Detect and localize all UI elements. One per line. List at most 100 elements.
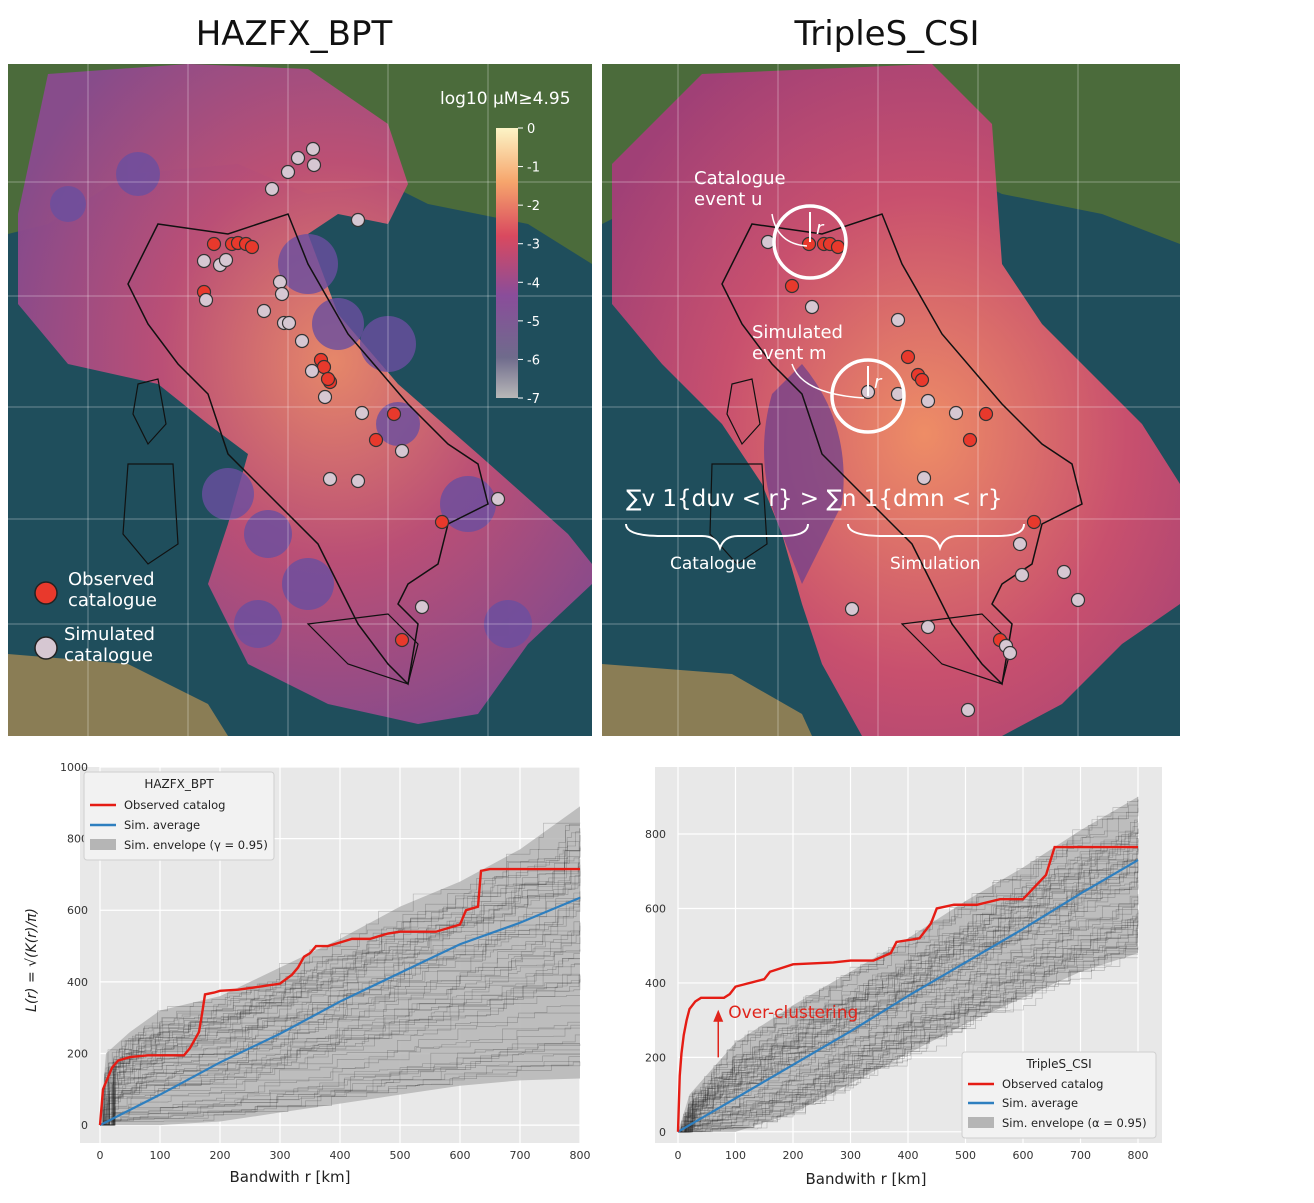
sim-trace bbox=[678, 846, 1139, 1133]
x-tick-label: 400 bbox=[330, 1149, 351, 1162]
legend-simulated-line1: Simulated bbox=[64, 624, 155, 645]
y-tick-label: 0 bbox=[659, 1126, 666, 1139]
catalogue-points-left bbox=[196, 141, 506, 648]
sim-trace bbox=[100, 921, 581, 1126]
sim-trace bbox=[678, 839, 1139, 1133]
observed-event-marker bbox=[784, 278, 800, 294]
simulation-brace bbox=[847, 523, 1025, 552]
sim-trace bbox=[100, 863, 580, 1126]
sim-trace bbox=[100, 897, 581, 1126]
legend: HAZFX_BPT Observed catalog Sim. average … bbox=[83, 771, 275, 861]
sim-trace bbox=[100, 925, 581, 1126]
sardinia-outline bbox=[122, 463, 179, 565]
simulated-event-marker bbox=[306, 157, 322, 173]
annotation-text: Over-clustering bbox=[728, 1003, 858, 1023]
simulated-event-label-line2: event m bbox=[752, 343, 827, 364]
sim-trace bbox=[100, 953, 580, 1126]
catalogue-brace bbox=[625, 523, 809, 552]
observed-event-marker bbox=[368, 432, 384, 448]
observed-catalog-line bbox=[98, 867, 580, 1126]
hazard-map-left: log10 μM≥4.95 0 -1 -2 -3 -4 -5 -6 -7 Observed c… bbox=[8, 64, 592, 736]
x-tick-label: 800 bbox=[570, 1149, 591, 1162]
sim-trace bbox=[678, 838, 1139, 1133]
simulated-event-marker bbox=[294, 333, 310, 349]
sim-trace bbox=[678, 948, 1138, 1133]
simulated-event-marker bbox=[317, 389, 333, 405]
sim-trace bbox=[678, 837, 1138, 1133]
simulated-event-marker bbox=[804, 299, 820, 315]
sim-trace bbox=[678, 796, 1139, 1133]
sim-trace bbox=[100, 975, 580, 1126]
simulated-event-marker bbox=[844, 601, 860, 617]
x-tick-label: 500 bbox=[390, 1149, 411, 1162]
sim-trace bbox=[100, 958, 580, 1126]
sim-trace bbox=[100, 896, 581, 1126]
colorbar-tick-label: -1 bbox=[527, 161, 540, 176]
sim-trace bbox=[100, 1024, 580, 1126]
sim-trace bbox=[678, 946, 1139, 1133]
observed-event-marker bbox=[962, 432, 978, 448]
catalogue-points-right bbox=[760, 234, 1086, 718]
x-tick-label: 100 bbox=[150, 1149, 171, 1162]
observed-event-marker bbox=[386, 406, 402, 422]
graticule bbox=[602, 64, 1180, 736]
y-tick-label: 0 bbox=[81, 1119, 88, 1132]
sim-trace bbox=[678, 877, 1139, 1133]
colorbar-label: log10 μM≥4.95 bbox=[440, 89, 571, 109]
y-axis-label: L(r) = √(K(r)/π) bbox=[24, 908, 40, 1012]
y-tick-label: 800 bbox=[645, 828, 666, 841]
simulated-event-marker bbox=[354, 405, 370, 421]
simulated-event-marker bbox=[198, 292, 214, 308]
simulated-event-marker bbox=[322, 471, 338, 487]
sim-trace bbox=[100, 1061, 581, 1126]
x-tick-label: 300 bbox=[840, 1149, 861, 1162]
observed-event-marker bbox=[394, 632, 410, 648]
sim-envelope bbox=[100, 806, 580, 1126]
sim-trace bbox=[100, 868, 580, 1126]
over-clustering-annotation: Over-clustering bbox=[713, 1003, 858, 1058]
observed-event-marker bbox=[978, 406, 994, 422]
sim-trace bbox=[678, 828, 1139, 1133]
sim-trace bbox=[678, 920, 1138, 1133]
sim-trace bbox=[678, 848, 1139, 1133]
sim-traces bbox=[100, 822, 581, 1126]
sim-trace bbox=[678, 832, 1139, 1133]
simulated-event-marker bbox=[274, 286, 290, 302]
sim-trace bbox=[678, 879, 1139, 1133]
sim-trace bbox=[678, 920, 1139, 1133]
low-hazard-blobs bbox=[50, 152, 532, 648]
colorbar-tick-label: -5 bbox=[527, 315, 540, 330]
simulated-event-marker bbox=[916, 470, 932, 486]
observed-event-marker bbox=[434, 514, 450, 530]
simulated-event-marker bbox=[305, 141, 321, 157]
colorbar-tick-label: -7 bbox=[527, 392, 540, 407]
legend-observed-label: Observed catalog bbox=[1002, 1077, 1103, 1091]
y-tick-label: 600 bbox=[645, 902, 666, 915]
sim-trace bbox=[100, 937, 581, 1126]
sim-trace bbox=[678, 844, 1139, 1133]
sim-trace bbox=[100, 866, 580, 1126]
series-lines bbox=[98, 867, 581, 1127]
sim-trace bbox=[678, 837, 1138, 1133]
sim-trace bbox=[100, 847, 581, 1126]
simulated-event-marker bbox=[256, 303, 272, 319]
sim-trace bbox=[100, 824, 580, 1126]
sim-trace bbox=[678, 861, 1139, 1133]
formula-text: ∑v 1{duv < r} > ∑n 1{dmn < r} bbox=[626, 486, 1003, 512]
simulated-event-marker bbox=[1070, 592, 1086, 608]
simulated-event-marker bbox=[280, 164, 296, 180]
sim-trace bbox=[100, 831, 581, 1126]
sim-trace bbox=[100, 835, 581, 1126]
legend: TripleS_CSI Observed catalog Sim. averag… bbox=[961, 1051, 1157, 1139]
observed-event-marker bbox=[206, 236, 222, 252]
corsica-outline bbox=[726, 378, 761, 446]
y-tick-label: 200 bbox=[67, 1047, 88, 1060]
italy-coastline bbox=[721, 213, 1083, 686]
sim-trace bbox=[100, 973, 580, 1126]
observed-event-marker bbox=[320, 371, 336, 387]
legend-observed-label: Observed catalog bbox=[124, 798, 225, 812]
colorbar-tick-label: 0 bbox=[527, 122, 535, 137]
simulated-event-marker bbox=[920, 619, 936, 635]
y-tick-label: 400 bbox=[645, 977, 666, 990]
simulated-event-label-line1: Simulated bbox=[752, 322, 843, 343]
